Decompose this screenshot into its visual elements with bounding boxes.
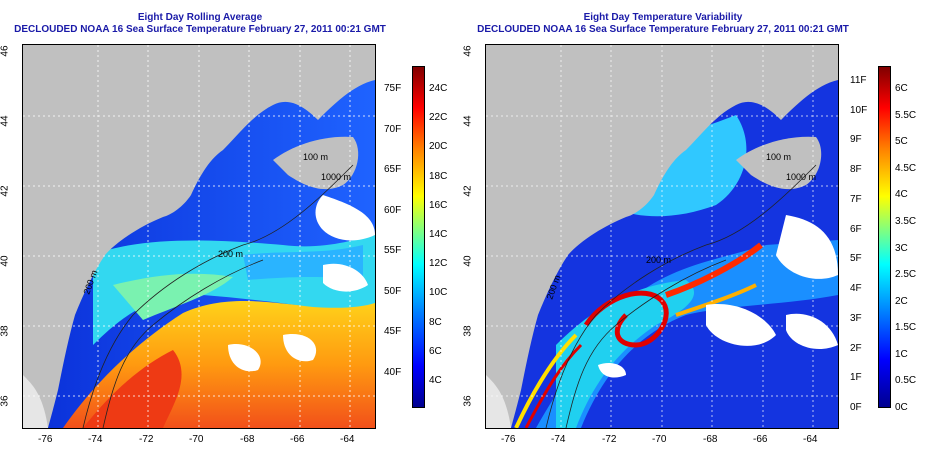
- left-colorbar-f-label-6: 45F: [384, 326, 402, 338]
- right-colorbar-f-label-7: 4F: [850, 283, 862, 295]
- right-colorbar-f-label-11: 0F: [850, 402, 862, 413]
- right-colorbar-c-label-6: 3C: [895, 242, 908, 254]
- right-colorbar-c-label-9: 1.5C: [895, 322, 917, 334]
- right-lat-tick-40: 40: [462, 255, 474, 267]
- right-colorbar-c-label-12: 0C: [895, 402, 908, 413]
- right-colorbar-c-label-0: 6C: [895, 83, 908, 94]
- right-colorbar-c-label-1: 5.5C: [895, 109, 917, 121]
- left-colorbar-c-label-10: 4C: [429, 375, 442, 386]
- left-colorbar-f-label-4: 55F: [384, 245, 402, 257]
- right-variability-map: 100 m 200 m 200 m 1000 m: [485, 44, 839, 429]
- right-colorbar-f-label-4: 7F: [850, 193, 862, 205]
- right-lon-tick-66: -66: [753, 434, 768, 445]
- right-colorbar-c-label-2: 5C: [895, 136, 908, 148]
- left-colorbar-c-label-5: 14C: [429, 229, 448, 240]
- right-colorbar-f-label-2: 9F: [850, 134, 862, 146]
- left-contour-label-200m: 200 m: [218, 249, 243, 259]
- left-land: [23, 45, 375, 428]
- right-colorbar-f-label-5: 6F: [850, 223, 862, 235]
- right-lon-tick-74: -74: [551, 434, 566, 445]
- left-colorbar-c-label-2: 20C: [429, 141, 448, 153]
- right-contour-label-1000m: 1000 m: [786, 172, 816, 182]
- left-title-line2: DECLOUDED NOAA 16 Sea Surface Temperatur…: [14, 24, 386, 35]
- right-lon-tick-72: -72: [602, 434, 617, 445]
- left-contour-label-100m: 100 m: [303, 152, 328, 162]
- right-colorbar-c-label-10: 1C: [895, 348, 908, 360]
- right-colorbar-f-label-6: 5F: [850, 253, 862, 265]
- right-lat-tick-36: 36: [462, 395, 474, 407]
- left-lon-tick-70: -70: [189, 434, 204, 445]
- left-lat-tick-38: 38: [0, 325, 11, 337]
- left-colorbar-c-label-6: 12C: [429, 258, 448, 270]
- right-lon-tick-76: -76: [501, 434, 516, 445]
- left-colorbar-f-label-1: 70F: [384, 123, 402, 135]
- right-colorbar-f-label-9: 2F: [850, 342, 862, 354]
- left-lon-tick-68: -68: [240, 434, 255, 445]
- right-colorbar-f-label-8: 3F: [850, 312, 862, 324]
- right-colorbar-c-label-8: 2C: [895, 295, 908, 307]
- left-colorbar-c-label-1: 22C: [429, 112, 448, 124]
- left-colorbar-f-label-0: 75F: [384, 83, 402, 94]
- left-colorbar-c-label-4: 16C: [429, 199, 448, 211]
- left-graticule: [23, 45, 375, 428]
- left-lat-tick-40: 40: [0, 255, 11, 267]
- right-cloud-mask: [776, 215, 838, 279]
- right-colorbar-c-label-7: 2.5C: [895, 269, 917, 281]
- left-colorbar-c-label-0: 24C: [429, 83, 448, 94]
- right-lat-tick-38: 38: [462, 325, 474, 337]
- left-lat-tick-36: 36: [0, 395, 11, 407]
- left-lon-tick-64: -64: [340, 434, 355, 445]
- right-title-line1: Eight Day Temperature Variability: [583, 12, 743, 23]
- left-lat-tick-42: 42: [0, 185, 11, 197]
- left-lat-tick-44: 44: [0, 115, 11, 127]
- right-lat-tick-46: 46: [462, 45, 474, 57]
- left-colorbar-c-label-8: 8C: [429, 316, 442, 328]
- right-colorbar: [878, 66, 891, 408]
- left-lon-tick-76: -76: [38, 434, 53, 445]
- right-title-line2: DECLOUDED NOAA 16 Sea Surface Temperatur…: [477, 24, 849, 35]
- right-lon-tick-70: -70: [652, 434, 667, 445]
- right-colorbar-c-label-4: 4C: [895, 189, 908, 201]
- right-lat-tick-44: 44: [462, 115, 474, 127]
- left-lat-tick-46: 46: [0, 45, 11, 57]
- right-colorbar-f-label-3: 8F: [850, 164, 862, 176]
- left-lon-tick-72: -72: [139, 434, 154, 445]
- right-land: [486, 45, 838, 428]
- left-title-line1: Eight Day Rolling Average: [137, 12, 263, 23]
- right-contour-label-200m: 200 m: [646, 255, 671, 265]
- left-colorbar-c-label-9: 6C: [429, 345, 442, 357]
- left-colorbar-f-label-3: 60F: [384, 204, 402, 216]
- left-colorbar-c-label-3: 18C: [429, 170, 448, 182]
- right-graticule: [486, 45, 838, 428]
- right-colorbar-c-label-11: 0.5C: [895, 375, 917, 387]
- right-eddy-front: [583, 290, 669, 348]
- right-lon-tick-68: -68: [703, 434, 718, 445]
- left-colorbar: [412, 66, 425, 408]
- left-cloud-mask: [315, 195, 375, 241]
- right-lon-tick-64: -64: [803, 434, 818, 445]
- right-colorbar-f-label-10: 1F: [850, 372, 862, 384]
- right-colorbar-f-label-1: 10F: [850, 104, 868, 116]
- left-sst-map: 100 m 200 m 200 m 1000 m: [22, 44, 376, 429]
- left-contour-label-1000m: 1000 m: [321, 172, 351, 182]
- right-contour-label-100m: 100 m: [766, 152, 791, 162]
- left-bathymetry-contour: [82, 164, 354, 428]
- right-colorbar-c-label-3: 4.5C: [895, 162, 917, 174]
- left-lon-tick-66: -66: [290, 434, 305, 445]
- left-colorbar-f-label-7: 40F: [384, 367, 402, 378]
- left-lon-tick-74: -74: [88, 434, 103, 445]
- left-colorbar-f-label-5: 50F: [384, 285, 402, 297]
- right-colorbar-f-label-0: 11F: [850, 75, 867, 86]
- left-colorbar-f-label-2: 65F: [384, 164, 402, 176]
- left-colorbar-c-label-7: 10C: [429, 287, 448, 299]
- right-colorbar-c-label-5: 3.5C: [895, 215, 917, 227]
- right-lat-tick-42: 42: [462, 185, 474, 197]
